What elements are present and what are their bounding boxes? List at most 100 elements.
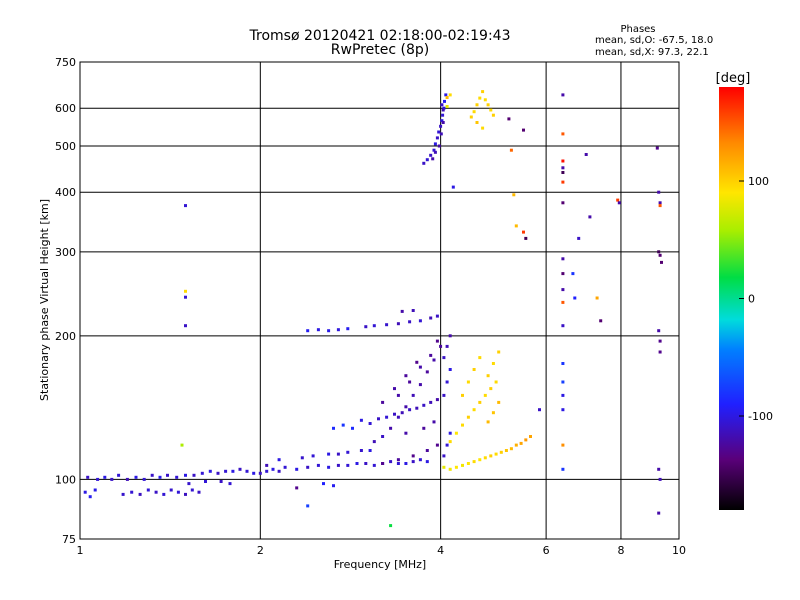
data-point xyxy=(327,465,331,469)
data-point xyxy=(461,463,464,467)
data-point xyxy=(658,350,662,354)
data-point xyxy=(204,480,207,483)
data-point xyxy=(216,471,220,475)
x-tick-label: 1 xyxy=(77,544,84,557)
data-point xyxy=(231,469,235,473)
data-point xyxy=(439,124,443,128)
data-point xyxy=(134,475,138,479)
data-point xyxy=(372,463,376,467)
chart-subtitle: RwPretec (8p) xyxy=(331,42,429,58)
data-point xyxy=(599,319,603,323)
data-point xyxy=(176,490,180,494)
data-point xyxy=(389,426,393,430)
data-point xyxy=(265,469,269,473)
data-point xyxy=(494,452,498,456)
data-point xyxy=(295,467,299,471)
data-point xyxy=(83,490,87,494)
data-point xyxy=(561,300,565,304)
data-point xyxy=(372,324,376,328)
data-point xyxy=(277,458,281,462)
data-point xyxy=(514,224,518,228)
data-point xyxy=(389,460,393,464)
data-point xyxy=(658,477,662,481)
data-point xyxy=(146,488,150,492)
x-tick-label: 10 xyxy=(672,544,686,557)
data-point xyxy=(489,387,493,391)
data-point xyxy=(429,153,433,157)
data-point xyxy=(478,400,482,404)
data-point xyxy=(454,465,458,469)
data-point xyxy=(466,415,470,419)
data-point xyxy=(524,438,528,442)
data-point xyxy=(408,380,412,384)
data-point xyxy=(332,426,335,430)
data-point xyxy=(346,463,350,467)
data-point xyxy=(110,477,114,481)
data-point xyxy=(509,148,513,152)
data-point xyxy=(478,96,482,100)
data-point xyxy=(522,230,525,234)
data-point xyxy=(435,339,439,343)
data-point xyxy=(494,380,498,384)
data-point xyxy=(486,374,490,378)
data-point xyxy=(440,119,444,123)
plot-frame xyxy=(79,61,680,540)
data-point xyxy=(433,142,437,146)
data-point xyxy=(429,353,433,357)
data-point xyxy=(561,272,565,276)
data-point xyxy=(504,449,508,452)
data-point xyxy=(408,408,412,412)
data-point xyxy=(448,93,452,97)
data-point xyxy=(295,486,299,490)
data-point xyxy=(197,490,201,494)
data-point xyxy=(658,253,662,257)
data-point xyxy=(499,450,503,454)
y-axis-ticks: 75 100 200 300 400 500 600 750 xyxy=(55,56,76,546)
data-point xyxy=(437,130,441,134)
data-point xyxy=(561,93,565,97)
data-point xyxy=(396,458,400,462)
data-point xyxy=(486,103,490,107)
data-point xyxy=(658,339,662,343)
data-point xyxy=(491,411,495,415)
data-point xyxy=(169,488,173,492)
data-point xyxy=(657,467,661,471)
data-point xyxy=(577,236,581,240)
data-point xyxy=(381,462,385,465)
data-point xyxy=(332,484,335,488)
data-point xyxy=(469,115,473,119)
data-point xyxy=(322,482,325,486)
data-point xyxy=(514,443,518,447)
data-point xyxy=(448,334,452,338)
data-point xyxy=(442,454,446,458)
data-point xyxy=(400,309,404,313)
data-point xyxy=(372,440,376,444)
data-point xyxy=(184,204,187,208)
y-tick-label: 600 xyxy=(55,102,76,115)
data-point xyxy=(130,490,134,494)
data-point xyxy=(238,467,242,471)
data-point xyxy=(616,198,620,202)
data-point xyxy=(561,166,565,170)
data-point xyxy=(481,90,485,94)
data-point xyxy=(432,148,436,152)
data-point xyxy=(538,408,541,412)
data-point xyxy=(396,415,400,419)
data-point xyxy=(346,327,350,331)
colorbar-tick-label: -100 xyxy=(748,410,773,423)
x-tick-label: 2 xyxy=(257,544,264,557)
data-point xyxy=(440,103,444,107)
data-point xyxy=(595,296,599,300)
data-point xyxy=(404,431,408,435)
data-point xyxy=(445,344,449,348)
data-point xyxy=(437,144,441,148)
data-point xyxy=(561,257,565,261)
data-point xyxy=(441,108,445,112)
data-point xyxy=(435,314,439,318)
data-point xyxy=(154,490,158,494)
x-axis-ticks: 1 2 4 6 8 10 xyxy=(77,544,687,557)
data-point xyxy=(561,180,565,184)
data-point xyxy=(190,488,194,492)
data-point xyxy=(443,99,446,103)
